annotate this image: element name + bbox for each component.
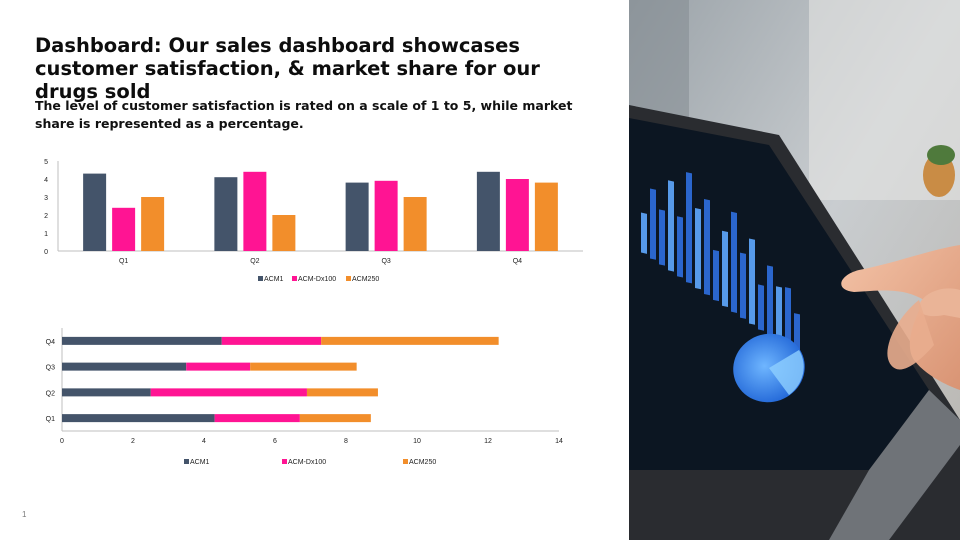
x-tick-label: 12 <box>484 438 492 445</box>
stack-acm1-q1 <box>62 414 215 423</box>
legend-label: ACM-Dx100 <box>298 276 336 283</box>
stack-acm-dx100-q4 <box>221 336 322 345</box>
screen-bar <box>785 287 791 349</box>
bar-acm250-q4 <box>534 182 558 251</box>
y-tick-label: 0 <box>44 249 48 256</box>
legend-label: ACM250 <box>352 276 379 283</box>
x-tick-label: Q4 <box>513 258 522 265</box>
y-tick-label: Q1 <box>46 416 55 423</box>
x-tick-label: 10 <box>413 438 421 445</box>
x-tick-label: Q1 <box>119 258 128 265</box>
tablet-dashboard-photo <box>629 0 960 540</box>
bar-acm1-q2 <box>214 177 238 251</box>
x-tick-label: 14 <box>555 438 563 445</box>
stack-acm-dx100-q3 <box>186 362 251 371</box>
y-tick-label: 5 <box>44 159 48 166</box>
x-tick-label: 6 <box>273 438 277 445</box>
screen-bar <box>722 230 728 308</box>
x-tick-label: Q3 <box>381 258 390 265</box>
bar-acm1-q3 <box>345 182 369 251</box>
legend-swatch <box>346 276 351 281</box>
screen-bar <box>776 286 782 343</box>
screen-bar <box>731 211 737 313</box>
legend-swatch <box>282 459 287 464</box>
legend-swatch <box>184 459 189 464</box>
market-share-stacked-bar-chart: 0 2 4 6 8 10 12 14 Q1 Q2 Q3 Q4 ACM1 ACM-Dx100 ACM250 <box>46 328 563 466</box>
slide-title: Dashboard: Our sales dashboard showcases… <box>35 34 540 103</box>
stack-acm250-q1 <box>299 414 371 423</box>
stack-acm250-q3 <box>250 362 357 371</box>
stack-acm250-q4 <box>321 336 499 345</box>
screen-bar-graphic <box>641 172 800 355</box>
x-tick-label: 4 <box>202 438 206 445</box>
screen-bar <box>767 265 773 337</box>
bar-acm250-q2 <box>272 215 296 251</box>
y-tick-label: Q3 <box>46 365 55 372</box>
screen-bar <box>650 188 656 260</box>
screen-bar <box>704 198 710 296</box>
y-tick-label: 3 <box>44 195 48 202</box>
x-tick-label: 0 <box>60 438 64 445</box>
legend-label: ACM1 <box>264 276 284 283</box>
slide-subtitle: The level of customer satisfaction is ra… <box>35 98 573 131</box>
x-tick-label: 2 <box>131 438 135 445</box>
legend-label: ACM250 <box>409 459 436 466</box>
y-tick-label: 1 <box>44 231 48 238</box>
bar-acm-dx100-q4 <box>505 179 529 251</box>
bar-acm1-q4 <box>476 171 500 251</box>
y-tick-label: 2 <box>44 213 48 220</box>
screen-bar <box>641 212 647 254</box>
screen-bar <box>749 238 755 325</box>
bar-acm250-q3 <box>403 197 427 251</box>
y-tick-label: Q4 <box>46 339 55 346</box>
bar-acm-dx100-q1 <box>112 207 136 251</box>
stack-acm1-q4 <box>62 336 222 345</box>
legend-swatch <box>292 276 297 281</box>
screen-bar <box>695 208 701 290</box>
stack-acm250-q2 <box>306 388 378 397</box>
x-tick-label: 8 <box>344 438 348 445</box>
screen-bar <box>740 252 746 319</box>
page-number: 1 <box>22 510 27 519</box>
bar-acm-dx100-q2 <box>243 171 267 251</box>
legend-label: ACM1 <box>190 459 210 466</box>
screen-bar <box>677 216 683 278</box>
bar-acm-dx100-q3 <box>374 180 398 251</box>
legend-swatch <box>258 276 263 281</box>
screen-bar <box>758 284 764 331</box>
stack-acm-dx100-q2 <box>150 388 307 397</box>
stack-acm1-q3 <box>62 362 187 371</box>
screen-bar <box>659 209 665 266</box>
screen-bar <box>668 180 674 272</box>
satisfaction-column-chart: 0 1 2 3 4 5 Q1 Q2 Q3 Q4 ACM1 ACM-Dx100 ACM250 <box>44 159 583 283</box>
screen-bar <box>686 172 692 284</box>
legend-label: ACM-Dx100 <box>288 459 326 466</box>
x-tick-label: Q2 <box>250 258 259 265</box>
y-tick-label: Q2 <box>46 390 55 397</box>
stack-acm-dx100-q1 <box>214 414 300 423</box>
screen-bar <box>794 313 800 355</box>
bar-acm1-q1 <box>83 173 107 251</box>
bar-acm250-q1 <box>141 197 165 251</box>
screen-bar <box>713 249 719 302</box>
y-tick-label: 4 <box>44 177 48 184</box>
stack-acm1-q2 <box>62 388 151 397</box>
legend-swatch <box>403 459 408 464</box>
